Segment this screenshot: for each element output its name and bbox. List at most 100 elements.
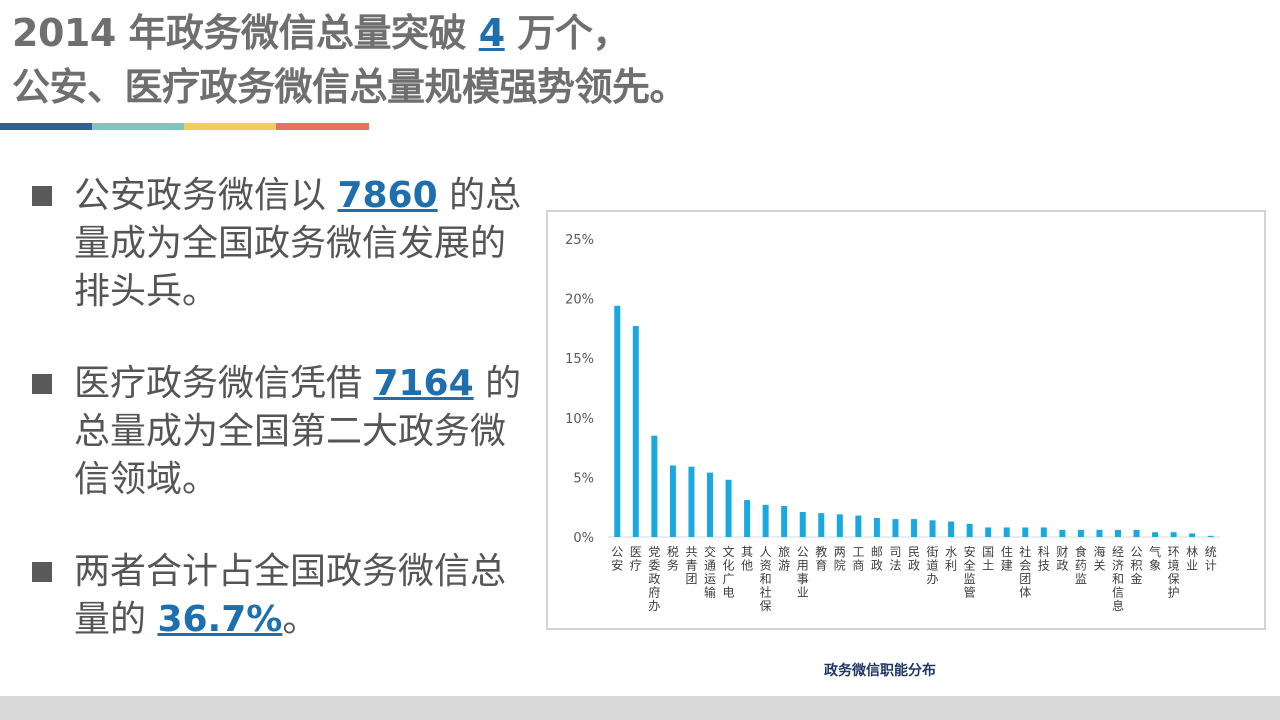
bar bbox=[966, 523, 973, 537]
square-bullet-icon bbox=[32, 374, 52, 394]
x-tick-label: 环境保护 bbox=[1168, 545, 1180, 600]
x-tick-label: 司法 bbox=[889, 545, 901, 573]
x-tick-label: 工商 bbox=[852, 545, 864, 573]
bullet-text: 。 bbox=[282, 599, 319, 640]
bar bbox=[1207, 535, 1214, 537]
x-tick-label: 街道办 bbox=[927, 545, 939, 586]
bar bbox=[1022, 527, 1029, 537]
x-tick-label: 统计 bbox=[1205, 545, 1217, 573]
y-tick-label: 20% bbox=[565, 293, 594, 308]
bar bbox=[725, 479, 732, 537]
bar-chart: 0% 5% 10% 15% 20% 25% 公安医疗党委政府办税务共青团交通运输文化广电其他… bbox=[565, 233, 1220, 613]
bar bbox=[1096, 529, 1103, 537]
x-tick-label: 安全监管 bbox=[964, 544, 976, 600]
x-tick-label: 林业 bbox=[1186, 545, 1198, 573]
x-tick-label: 公用事业 bbox=[797, 545, 809, 600]
bullet-text: 两者合计占全国政务微信总量的 bbox=[74, 551, 507, 640]
bullet-item-medical: 医疗政务微信凭借 7164 的总量成为全国第二大政务微信领域。 bbox=[28, 360, 528, 504]
accent-stripe-2 bbox=[92, 123, 184, 130]
x-tick-label: 其他 bbox=[741, 545, 753, 573]
x-tick-label: 住建 bbox=[1001, 545, 1013, 573]
bar bbox=[762, 504, 769, 537]
x-tick-label: 食药监 bbox=[1075, 544, 1087, 586]
x-tick-label: 教育 bbox=[815, 544, 827, 573]
bar bbox=[688, 466, 695, 537]
title-line2: 公安、医疗政务微信总量规模强势领先。 bbox=[12, 65, 688, 109]
x-tick-label: 两院 bbox=[834, 545, 846, 573]
bar bbox=[818, 513, 825, 537]
x-tick-label: 民政 bbox=[908, 545, 920, 573]
bar bbox=[781, 506, 788, 537]
x-tick-label: 国土 bbox=[982, 545, 994, 573]
bullet-highlight-number: 36.7% bbox=[157, 599, 283, 640]
x-tick-label: 公积金 bbox=[1131, 545, 1143, 586]
bar bbox=[1077, 529, 1084, 537]
bar bbox=[985, 527, 992, 537]
bar bbox=[1133, 529, 1140, 537]
x-tick-label: 财政 bbox=[1056, 545, 1068, 573]
bullet-text: 的总量成为全国第二大政务微信领域。 bbox=[74, 363, 522, 500]
y-tick-label: 10% bbox=[565, 412, 594, 427]
y-tick-label: 0% bbox=[573, 531, 594, 546]
x-tick-label: 经济和信息 bbox=[1112, 545, 1124, 613]
title-line1-prefix: 2014 年政务微信总量突破 bbox=[12, 11, 479, 55]
bullet-highlight-number: 7860 bbox=[337, 175, 438, 216]
chart-caption: 政务微信职能分布 bbox=[824, 663, 936, 679]
x-tick-label: 共青团 bbox=[685, 545, 697, 586]
page-title: 2014 年政务微信总量突破 4 万个， 公安、医疗政务微信总量规模强势领先。 bbox=[12, 6, 688, 114]
title-highlight-number: 4 bbox=[478, 11, 505, 55]
x-tick-label: 人资和社保 bbox=[760, 545, 772, 613]
bar bbox=[1059, 529, 1066, 537]
bar bbox=[1170, 532, 1177, 537]
x-tick-label: 水利 bbox=[945, 545, 957, 573]
x-tick-label: 医疗 bbox=[630, 545, 642, 573]
x-tick-label: 旅游 bbox=[778, 545, 790, 573]
bar bbox=[669, 465, 676, 537]
bar bbox=[614, 305, 621, 537]
accent-stripe-1 bbox=[0, 123, 92, 130]
chart-frame: 0% 5% 10% 15% 20% 25% 公安 医疗 党委政府办 税务 共青团 交通运输 文化广电 其他… bbox=[546, 210, 1266, 630]
bar bbox=[632, 326, 639, 537]
x-tick-label: 气象 bbox=[1149, 544, 1161, 573]
bar bbox=[836, 514, 843, 537]
y-tick-label: 5% bbox=[573, 471, 594, 486]
square-bullet-icon bbox=[32, 186, 52, 206]
bar bbox=[707, 472, 713, 537]
footer-bar bbox=[0, 696, 1280, 720]
bullet-text: 公安政务微信以 bbox=[74, 175, 338, 216]
bullet-highlight-number: 7164 bbox=[373, 363, 474, 404]
x-tick-label: 科技 bbox=[1038, 545, 1050, 573]
bar bbox=[1003, 527, 1010, 537]
bullet-list: 公安政务微信以 7860 的总量成为全国政务微信发展的排头兵。 医疗政务微信凭借… bbox=[28, 172, 528, 688]
bar bbox=[799, 511, 806, 537]
title-line1-suffix: 万个， bbox=[504, 11, 630, 55]
bar bbox=[892, 519, 899, 537]
bullet-item-police: 公安政务微信以 7860 的总量成为全国政务微信发展的排头兵。 bbox=[28, 172, 528, 316]
bar bbox=[651, 435, 658, 537]
bar bbox=[873, 517, 880, 537]
y-tick-label: 15% bbox=[565, 352, 594, 367]
bar bbox=[1115, 529, 1121, 537]
x-tick-label: 文化广电 bbox=[723, 544, 735, 600]
bar bbox=[1189, 533, 1196, 537]
x-tick-label: 公安 bbox=[611, 545, 623, 573]
bar bbox=[1152, 532, 1159, 537]
x-tick-label: 社会团体 bbox=[1019, 544, 1031, 600]
x-tick-label: 党委政府办 bbox=[648, 544, 660, 613]
x-tick-label: 税务 bbox=[667, 545, 679, 573]
bar bbox=[929, 520, 936, 537]
bar bbox=[911, 519, 917, 537]
accent-stripe-3 bbox=[184, 123, 276, 130]
accent-stripe-4 bbox=[276, 123, 369, 130]
bar bbox=[1040, 527, 1047, 537]
bullet-item-total: 两者合计占全国政务微信总量的 36.7%。 bbox=[28, 548, 528, 644]
x-tick-label: 海关 bbox=[1093, 544, 1105, 573]
bar bbox=[855, 515, 862, 537]
y-tick-label: 25% bbox=[565, 233, 594, 248]
x-tick-label: 交通运输 bbox=[704, 544, 716, 600]
bar bbox=[948, 521, 955, 537]
bullet-text: 医疗政务微信凭借 bbox=[74, 363, 374, 404]
bullet-text: 的总量成为全国政务微信发展的排头兵。 bbox=[74, 175, 522, 312]
bar bbox=[744, 500, 751, 537]
x-tick-label: 邮政 bbox=[871, 545, 883, 573]
